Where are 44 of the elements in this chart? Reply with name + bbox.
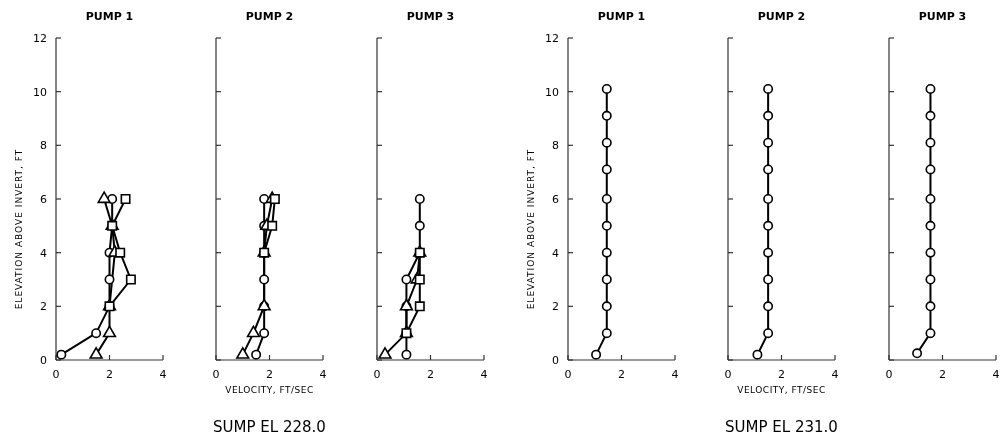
x-tick-label: 2 xyxy=(106,368,113,381)
y-tick-label: 6 xyxy=(552,192,559,206)
chart-title: PUMP 2 xyxy=(757,10,806,23)
chart-title: PUMP 2 xyxy=(245,10,294,23)
x-tick-label: 4 xyxy=(671,368,679,381)
y-tick-label: 8 xyxy=(40,139,47,153)
x-tick-label: 2 xyxy=(939,368,946,381)
y-tick-label: 12 xyxy=(545,31,559,45)
y-tick-label: 2 xyxy=(552,300,559,314)
chart-title: PUMP 1 xyxy=(597,10,646,23)
y-tick-label: 6 xyxy=(40,192,47,206)
x-tick-label: 0 xyxy=(373,368,381,381)
x-tick-label: 2 xyxy=(266,368,273,381)
x-tick-label: 0 xyxy=(885,368,893,381)
x-tick-label: 0 xyxy=(564,368,572,381)
y-tick-label: 8 xyxy=(552,139,559,153)
y-tick-label: 12 xyxy=(33,31,47,45)
x-axis-title: VELOCITY, FT/SEC xyxy=(225,385,314,395)
x-tick-label: 0 xyxy=(724,368,732,381)
x-tick-label: 2 xyxy=(427,368,434,381)
chart-title: PUMP 3 xyxy=(918,10,967,23)
x-tick-label: 0 xyxy=(212,368,220,381)
x-tick-label: 4 xyxy=(992,368,1000,381)
x-tick-label: 4 xyxy=(319,368,327,381)
y-tick-label: 2 xyxy=(40,300,47,314)
y-tick-label: 4 xyxy=(552,246,559,260)
x-axis-title: VELOCITY, FT/SEC xyxy=(737,385,826,395)
chart-title: PUMP 3 xyxy=(406,10,455,23)
x-tick-label: 4 xyxy=(831,368,839,381)
y-tick-label: 0 xyxy=(552,353,559,367)
x-tick-label: 2 xyxy=(618,368,625,381)
x-tick-label: 4 xyxy=(159,368,167,381)
x-tick-label: 4 xyxy=(480,368,488,381)
y-axis-title: ELEVATION ABOVE INVERT, FT xyxy=(526,148,536,310)
y-tick-label: 10 xyxy=(33,85,47,99)
text: SUMP EL 228.0 xyxy=(213,418,326,436)
y-tick-label: 4 xyxy=(40,246,47,260)
x-tick-label: 2 xyxy=(778,368,785,381)
y-tick-label: 0 xyxy=(40,353,47,367)
text: SUMP EL 231.0 xyxy=(725,418,838,436)
chart-title: PUMP 1 xyxy=(85,10,134,23)
y-tick-label: 10 xyxy=(545,85,559,99)
y-axis-title: ELEVATION ABOVE INVERT, FT xyxy=(14,148,24,310)
x-tick-label: 0 xyxy=(52,368,60,381)
